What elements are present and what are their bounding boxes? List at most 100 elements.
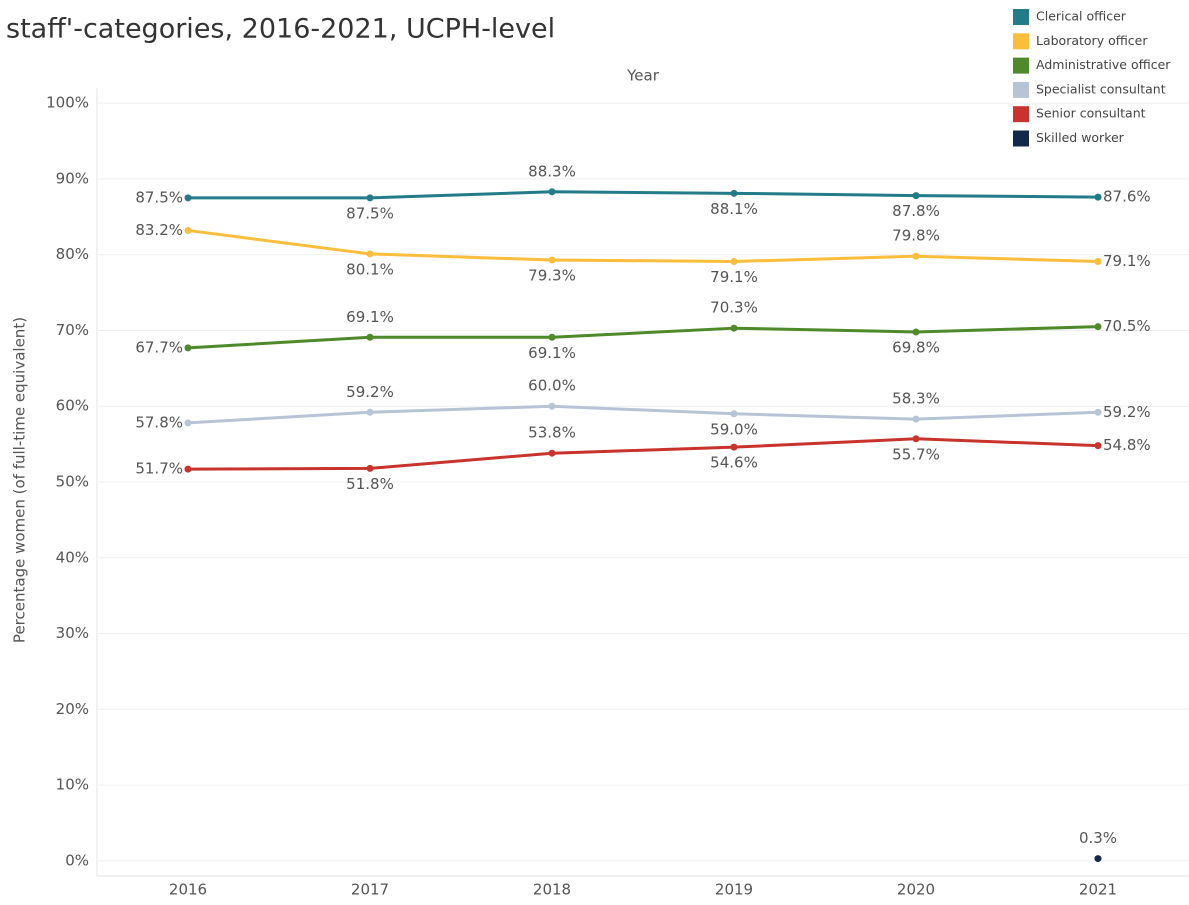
y-tick-label: 20% [56,700,89,718]
x-axis-label: Year [626,67,660,85]
data-label: 69.1% [528,344,576,362]
data-label: 87.5% [346,204,394,222]
data-point [184,194,192,202]
y-tick-label: 40% [56,548,89,566]
data-label: 79.3% [528,266,576,284]
legend-swatch [1013,130,1029,147]
data-point [184,226,192,234]
data-point [730,258,738,266]
data-label: 55.7% [892,445,940,463]
data-label: 69.8% [892,338,940,356]
data-label: 88.3% [528,162,576,180]
data-point [366,194,374,202]
data-label: 58.3% [892,390,940,408]
data-point [912,435,920,443]
y-tick-label: 10% [56,776,89,794]
data-point [548,449,556,457]
series-line [187,437,1099,471]
y-tick-label: 100% [46,94,89,112]
data-point [1094,442,1102,450]
data-point [366,464,374,472]
data-label: 70.5% [1103,317,1151,335]
y-tick-label: 90% [56,169,89,187]
data-label: 87.8% [892,202,940,220]
data-point [912,192,920,200]
y-tick-label: 30% [56,624,89,642]
legend-label: Senior consultant [1036,106,1146,121]
data-label: 53.8% [528,424,576,442]
series-line [187,325,1099,350]
x-tick-label: 2016 [169,881,207,899]
x-tick-label: 2021 [1079,881,1117,899]
y-tick-label: 60% [56,397,89,415]
data-label: 79.1% [1103,252,1151,270]
data-point [366,333,374,341]
legend-label: Administrative officer [1036,57,1171,72]
data-label: 79.1% [710,268,758,286]
data-point [184,419,192,427]
y-tick-label: 50% [56,473,89,491]
y-tick-label: 70% [56,321,89,339]
data-label: 51.8% [346,475,394,493]
data-point [366,408,374,416]
data-point [366,250,374,258]
y-tick-label: 80% [56,245,89,263]
legend-swatch [1013,106,1029,123]
data-point [548,333,556,341]
data-label: 59.2% [1103,403,1151,421]
legend-swatch [1013,9,1029,25]
data-label: 79.8% [892,227,940,245]
data-label: 70.3% [710,299,758,317]
data-label: 67.7% [135,338,183,356]
series-line [188,190,1099,200]
legend-swatch [1013,33,1029,50]
data-label: 54.8% [1103,436,1151,454]
data-point [184,465,192,473]
data-label: 88.1% [710,200,758,218]
y-tick-label: 0% [65,851,89,869]
data-point [1094,855,1102,863]
data-label: 69.1% [346,308,394,326]
legend-label: Skilled worker [1036,130,1125,145]
y-axis-label: Percentage women (of full-time equivalen… [11,317,29,643]
data-point [730,189,738,197]
data-label: 59.0% [710,420,758,438]
data-point [912,415,920,423]
data-point [1094,408,1102,416]
data-point [912,328,920,336]
data-point [1094,193,1102,201]
legend-swatch [1013,81,1029,98]
series-line [187,404,1099,425]
x-tick-label: 2020 [897,881,935,899]
data-point [730,443,738,451]
data-point [548,256,556,264]
series-line [187,228,1099,264]
legend-label: Laboratory officer [1036,33,1148,48]
data-point [912,252,920,260]
data-point [730,324,738,332]
data-label: 57.8% [135,413,183,431]
x-tick-label: 2019 [715,881,753,899]
data-label: 0.3% [1079,829,1117,847]
data-label: 59.2% [346,383,394,401]
data-point [548,402,556,410]
data-label: 87.5% [135,188,183,206]
data-label: 54.6% [710,454,758,472]
data-point [1094,258,1102,266]
legend-label: Clerical officer [1036,9,1127,24]
data-point [730,410,738,418]
data-label: 87.6% [1103,188,1151,206]
data-label: 60.0% [528,377,576,395]
data-label: 51.7% [135,460,183,478]
data-point [548,188,556,196]
chart-title: staff'-categories, 2016-2021, UCPH-level [6,14,555,45]
data-label: 83.2% [135,221,183,239]
data-point [1094,323,1102,331]
x-tick-label: 2018 [533,881,571,899]
x-tick-label: 2017 [351,881,389,899]
legend-swatch [1013,57,1029,74]
data-label: 80.1% [346,260,394,278]
data-point [184,344,192,352]
legend-label: Specialist consultant [1036,81,1166,96]
